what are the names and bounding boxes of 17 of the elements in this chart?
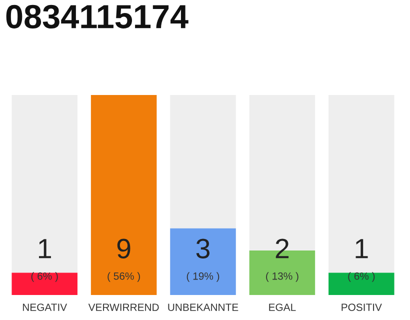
x-tick-label: VERWIRREND	[88, 304, 159, 311]
x-tick-label: NEGATIV	[22, 304, 68, 311]
x-tick-label: UNBEKANNTE	[168, 304, 238, 311]
data-label: 1	[38, 239, 51, 258]
annotation: ( 6% )	[31, 272, 58, 282]
data-label: 1	[356, 239, 368, 258]
bar	[12, 272, 78, 295]
annotation: ( 56% )	[108, 272, 140, 282]
chart-title: 0834115174	[6, 4, 188, 29]
data-label: 3	[196, 238, 210, 258]
data-label: 9	[117, 238, 130, 258]
bar	[328, 272, 394, 295]
annotation: ( 6% )	[348, 272, 375, 282]
x-tick-label: POSITIV	[342, 304, 382, 311]
annotation: ( 13% )	[266, 272, 298, 282]
x-tick-label: EGAL	[269, 304, 296, 311]
annotation: ( 19% )	[186, 272, 220, 282]
